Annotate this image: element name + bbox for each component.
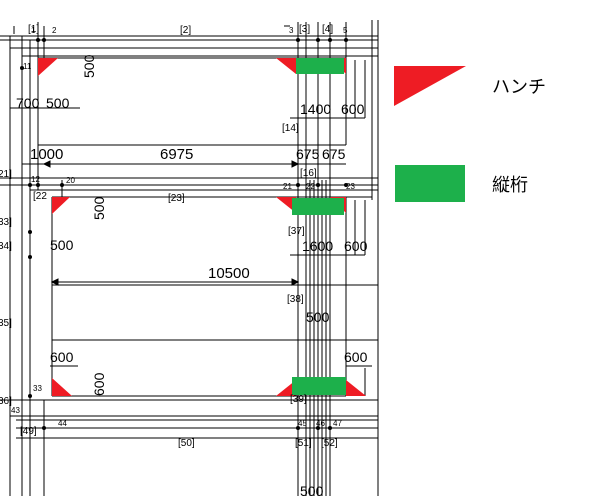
dim-500-mid-vertical: 500 <box>91 196 107 220</box>
member-38: [38] <box>287 294 304 305</box>
member-36: 36] <box>0 396 12 407</box>
legend-haunch-label: ハンチ <box>492 77 546 98</box>
legend-girder-swatch <box>395 165 465 202</box>
dim-500-mid-left: 500 <box>50 237 74 253</box>
node-3: 3 <box>289 26 294 35</box>
member-39: [39] <box>290 394 307 405</box>
girder-bottom <box>292 377 346 395</box>
member-14: [14] <box>282 123 299 134</box>
member-3: [3] <box>299 24 310 35</box>
member-22: [22 <box>33 191 47 202</box>
dim-675-b: 675 <box>322 146 346 162</box>
member-33: 33] <box>0 217 12 228</box>
dim-600-top: 600 <box>341 101 365 117</box>
haunch-bottom-right-b <box>346 380 366 396</box>
member-16: [16] <box>300 168 317 179</box>
node-12: 12 <box>31 175 40 184</box>
legend: ハンチ 縦桁 <box>394 66 546 202</box>
girder-marks <box>292 58 346 395</box>
girder-top <box>296 58 344 74</box>
dim-600-bottom-left: 600 <box>50 349 74 365</box>
haunch-top-right-a <box>276 58 296 74</box>
member-37: [37] <box>288 226 305 237</box>
member-labels: [1] [2] [3] [4] [14] [16] 21] [22 [23] 3… <box>0 24 338 449</box>
dim-600-mid: 600 <box>344 238 368 254</box>
node-22: 22 <box>306 182 315 191</box>
structure-lines <box>0 20 379 496</box>
node-45: 45 <box>298 419 307 428</box>
node-11: 11 <box>23 62 32 71</box>
haunch-top-left <box>38 58 58 76</box>
dim-600-bottom-right: 600 <box>344 349 368 365</box>
member-2: [2] <box>180 25 191 36</box>
dim-600-bottom-vertical: 600 <box>91 372 107 396</box>
node-number-labels: 1 2 3 5 11 12 20 21 22 23 33 43 44 45 46… <box>11 26 355 428</box>
legend-haunch-swatch <box>394 66 466 106</box>
dim-1600: 1600 <box>302 238 333 254</box>
member-35: 35] <box>0 318 12 329</box>
node-2: 2 <box>52 26 57 35</box>
member-52: [52] <box>321 438 338 449</box>
node-1: 1 <box>31 26 36 35</box>
dim-1000: 1000 <box>30 146 63 163</box>
dim-700: 700 <box>16 95 40 111</box>
node-33: 33 <box>33 384 42 393</box>
node-43: 43 <box>11 406 20 415</box>
dimension-lines <box>10 107 372 367</box>
node-21: 21 <box>283 182 292 191</box>
node-20: 20 <box>66 176 75 185</box>
dim-10500: 10500 <box>208 265 250 282</box>
member-21: 21] <box>0 169 12 180</box>
girder-mid <box>292 198 344 215</box>
member-1: [1] <box>28 24 39 35</box>
dim-1400: 1400 <box>300 101 331 117</box>
node-44: 44 <box>58 419 67 428</box>
node-dots <box>20 38 348 430</box>
dim-500-center: 500 <box>306 309 330 325</box>
member-51: [51] <box>295 438 312 449</box>
member-23: [23] <box>168 193 185 204</box>
legend-girder-label: 縦桁 <box>492 175 528 196</box>
haunch-bottom-left <box>52 378 72 396</box>
member-49: [49] <box>20 426 37 437</box>
dim-500-left: 500 <box>46 95 70 111</box>
node-23: 23 <box>346 182 355 191</box>
member-34: 34] <box>0 241 12 252</box>
member-4: [4] <box>322 24 333 35</box>
dim-6975: 6975 <box>160 146 193 163</box>
haunch-mid-left <box>52 197 70 214</box>
haunch-mid-right-a <box>276 197 296 213</box>
node-5: 5 <box>343 26 348 35</box>
dim-500-bottom: 500 <box>300 483 324 496</box>
node-46: 46 <box>316 419 325 428</box>
node-47: 47 <box>333 419 342 428</box>
member-50: [50] <box>178 438 195 449</box>
haunch-bottom-right-a <box>276 380 296 396</box>
dim-500-top-vertical: 500 <box>81 54 97 78</box>
dim-675-a: 675 <box>296 146 320 162</box>
dimension-labels: 500 700 500 1400 600 1000 6975 675 675 5… <box>16 54 368 499</box>
